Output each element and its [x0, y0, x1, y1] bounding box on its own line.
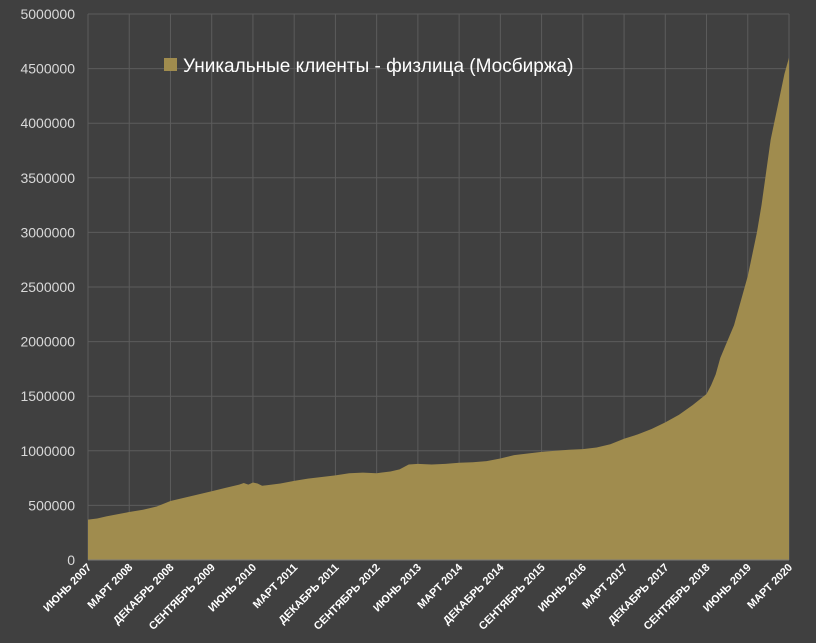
y-tick-label: 2000000 — [20, 334, 75, 350]
y-tick-label: 2500000 — [20, 279, 75, 295]
series-area-layer — [88, 57, 789, 561]
y-tick-label: 1500000 — [20, 388, 75, 404]
y-tick-label: 5000000 — [20, 6, 75, 22]
y-tick-label: 1000000 — [20, 443, 75, 459]
y-tick-label: 4000000 — [20, 115, 75, 131]
y-tick-label: 500000 — [28, 497, 75, 513]
y-tick-label: 3000000 — [20, 224, 75, 240]
y-tick-label: 0 — [67, 552, 75, 568]
legend-swatch — [164, 58, 177, 71]
x-tick-label: ИЮНЬ 2007 — [41, 562, 94, 615]
legend-label: Уникальные клиенты - физлица (Мосбиржа) — [183, 56, 573, 77]
y-axis-tick-labels: 0 500000 1000000 1500000 2000000 2500000 30000… — [20, 6, 75, 568]
series-area — [88, 57, 789, 561]
y-tick-label: 4500000 — [20, 61, 75, 77]
legend: Уникальные клиенты - физлица (Мосбиржа) — [164, 56, 573, 77]
y-tick-label: 3500000 — [20, 170, 75, 186]
